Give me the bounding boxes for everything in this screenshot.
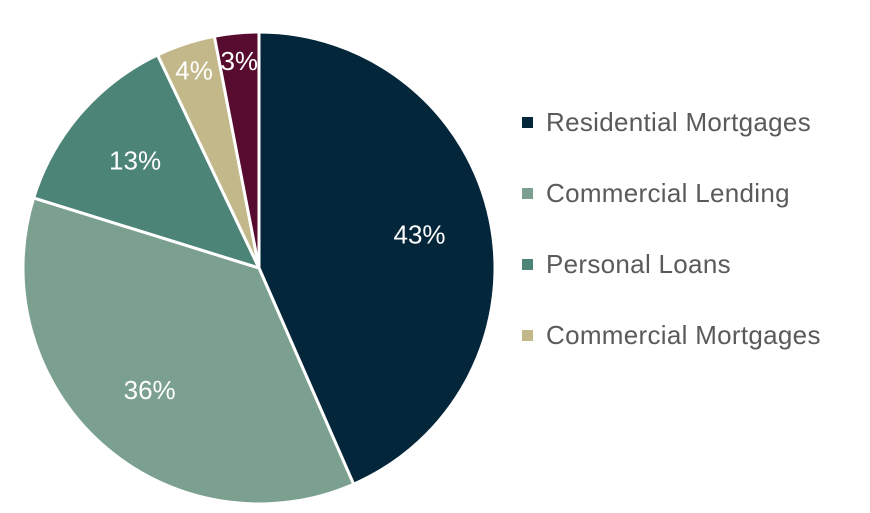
- pie-slice-personal-loans: [32, 53, 261, 270]
- slice-value-label: 13%: [109, 146, 161, 176]
- slice-value-label: 43%: [394, 219, 446, 249]
- legend-item-residential-mortgages: Residential Mortgages: [522, 104, 862, 140]
- legend-swatch: [522, 259, 533, 270]
- legend-label: Commercial Mortgages: [546, 320, 821, 350]
- legend-swatch: [522, 117, 533, 128]
- legend-label: Commercial Lending: [546, 178, 790, 208]
- pie-slice-slice-5: [212, 30, 261, 270]
- slice-value-label: 3%: [220, 46, 258, 76]
- chart-legend: Residential Mortgages Commercial Lending…: [522, 104, 862, 388]
- pie-slice-labels: 43% 36% 13% 4% 3%: [109, 46, 446, 405]
- legend-label: Residential Mortgages: [546, 107, 811, 137]
- slice-value-label: 4%: [175, 55, 213, 85]
- pie-slice-commercial-lending: [21, 196, 356, 506]
- legend-item-commercial-lending: Commercial Lending: [522, 175, 862, 211]
- pie-slice-residential-mortgages: [257, 30, 497, 486]
- legend-swatch: [522, 188, 533, 199]
- legend-swatch: [522, 330, 533, 341]
- legend-label: Personal Loans: [546, 249, 731, 279]
- legend-item-commercial-mortgages: Commercial Mortgages: [522, 317, 862, 353]
- legend-item-personal-loans: Personal Loans: [522, 246, 862, 282]
- pie-slices: [21, 30, 497, 506]
- slice-value-label: 36%: [124, 375, 176, 405]
